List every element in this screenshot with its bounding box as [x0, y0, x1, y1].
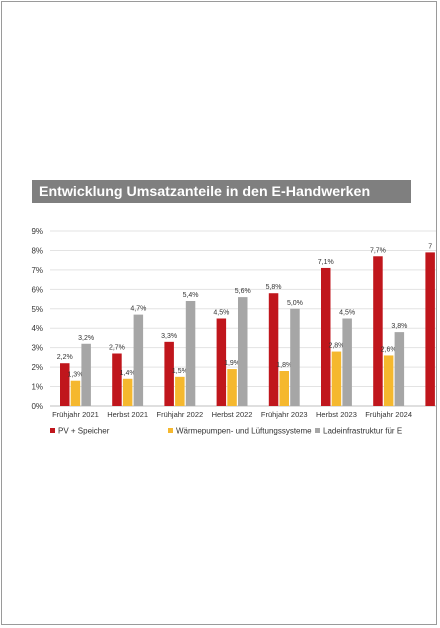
y-tick-label: 5% — [31, 305, 43, 314]
bar — [122, 378, 133, 406]
chart-title-bar: Entwicklung Umsatzanteile in den E-Handw… — [32, 180, 411, 203]
data-label: 5,4% — [183, 292, 199, 299]
legend-label: Wärmepumpen- und Lüftungssysteme — [176, 427, 312, 436]
data-label: 2,2% — [57, 354, 73, 361]
x-tick-label: Herbst 2023 — [316, 410, 357, 419]
legend-swatch — [168, 428, 173, 433]
y-tick-label: 9% — [31, 227, 43, 236]
bar — [164, 341, 174, 406]
bar — [290, 308, 300, 406]
data-label: 3,2% — [78, 335, 94, 342]
data-label: 5,8% — [266, 284, 282, 291]
bar — [185, 301, 196, 406]
bar — [394, 332, 405, 406]
data-label: 1,9% — [224, 360, 240, 367]
y-tick-label: 8% — [31, 246, 43, 255]
bar — [383, 355, 394, 406]
data-label: 7,7% — [370, 247, 386, 254]
y-tick-label: 2% — [31, 363, 43, 372]
data-label: 4,5% — [339, 310, 355, 317]
x-tick-label: Herbst 2022 — [212, 410, 253, 419]
y-tick-label: 6% — [31, 285, 43, 294]
data-label: 2,6% — [381, 346, 397, 353]
legend-label: Ladeinfrastruktur für E — [323, 427, 402, 436]
data-label: 1,3% — [67, 372, 83, 379]
bar — [342, 318, 352, 406]
data-label: 1,8% — [276, 362, 292, 369]
chart-title: Entwicklung Umsatzanteile in den E-Handw… — [39, 183, 371, 200]
bar — [227, 369, 237, 406]
legend-swatch — [315, 428, 320, 433]
bar — [175, 376, 185, 406]
data-label: 5,6% — [235, 288, 251, 295]
data-label: 7,1% — [318, 259, 334, 266]
y-tick-label: 4% — [31, 324, 43, 333]
bar — [216, 318, 227, 406]
data-label: 3,8% — [391, 323, 407, 330]
y-tick-label: 7% — [31, 266, 43, 275]
data-label: 7 — [428, 243, 432, 250]
x-tick-label: Frühjahr 2023 — [261, 410, 308, 419]
bar — [70, 380, 81, 406]
data-label: 4,7% — [130, 306, 146, 313]
bar — [425, 252, 435, 406]
data-label: 1,4% — [120, 370, 136, 377]
y-tick-label: 3% — [31, 344, 43, 353]
bar — [81, 343, 91, 406]
bar — [373, 256, 383, 406]
data-label: 3,3% — [161, 333, 177, 340]
bar — [321, 267, 331, 406]
data-label: 2,7% — [109, 345, 125, 352]
data-label: 2,8% — [328, 343, 344, 350]
x-tick-label: Frühjahr 2021 — [52, 410, 99, 419]
data-label: 1,5% — [172, 368, 188, 375]
y-tick-label: 0% — [31, 402, 43, 411]
legend-label: PV + Speicher — [58, 427, 110, 436]
legend-swatch — [50, 428, 55, 433]
x-tick-label: Frühjahr 2024 — [365, 410, 412, 419]
y-tick-label: 1% — [31, 383, 43, 392]
data-label: 5,0% — [287, 300, 303, 307]
bar — [60, 363, 70, 406]
data-label: 4,5% — [213, 310, 229, 317]
bar — [268, 293, 279, 406]
bar — [331, 351, 342, 406]
bar — [238, 297, 248, 406]
bar — [279, 371, 289, 406]
bar — [112, 353, 122, 406]
x-tick-label: Frühjahr 2022 — [156, 410, 203, 419]
bar — [133, 314, 144, 406]
x-tick-label: Herbst 2021 — [107, 410, 148, 419]
